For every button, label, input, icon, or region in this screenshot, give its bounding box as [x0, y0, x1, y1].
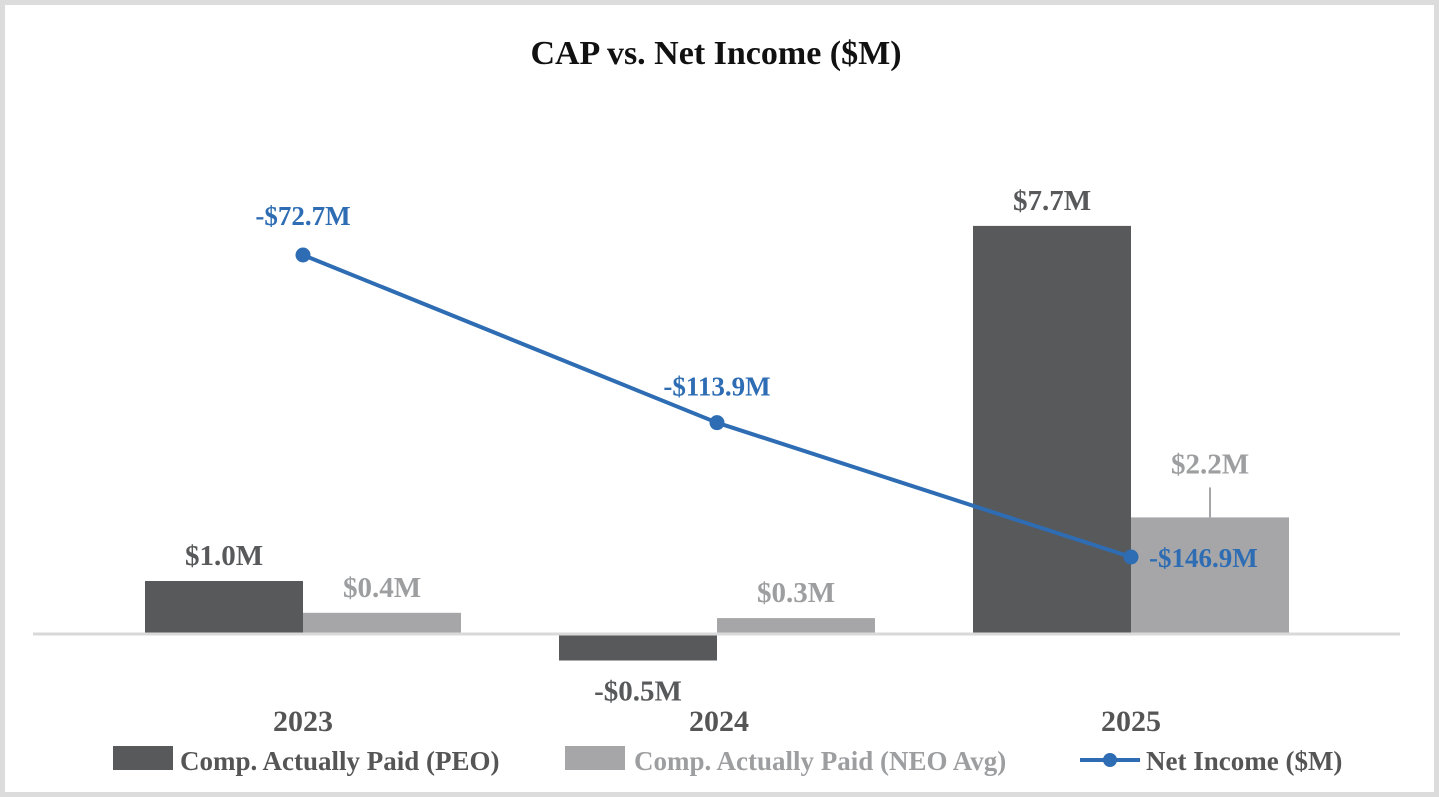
label-peo-2024: -$0.5M [594, 676, 682, 708]
legend: Comp. Actually Paid (PEO) Comp. Actually … [113, 746, 1342, 776]
legend-swatch-neo [565, 746, 625, 770]
legend-label-net-income: Net Income ($M) [1146, 746, 1342, 776]
bar-peo-2023 [145, 581, 303, 634]
bar-neo-2023 [303, 612, 461, 634]
chart-title: CAP vs. Net Income ($M) [530, 35, 901, 72]
bar-peo-2025 [973, 225, 1131, 634]
label-neo-2025: $2.2M [1171, 448, 1249, 480]
bar-neo-2025 [1131, 517, 1289, 634]
label-neo-2024: $0.3M [757, 577, 835, 609]
bar-neo-2024 [717, 618, 875, 634]
bars-layer [145, 225, 1289, 661]
legend-label-neo: Comp. Actually Paid (NEO Avg) [634, 746, 1006, 776]
net-income-point-2025 [1123, 549, 1139, 565]
label-net-income-2023: -$72.7M [255, 201, 350, 231]
label-net-income-2024: -$113.9M [663, 372, 770, 402]
label-peo-2025: $7.7M [1013, 185, 1091, 217]
net-income-line-layer [295, 247, 1139, 565]
net-income-point-2024 [709, 415, 725, 431]
legend-label-peo: Comp. Actually Paid (PEO) [180, 746, 500, 776]
legend-swatch-peo [113, 746, 173, 770]
x-tick-2023: 2023 [273, 705, 333, 738]
data-labels-layer: $1.0M $0.4M -$0.5M $0.3M $7.7M $2.2M -$72.7M -$… [185, 185, 1258, 708]
label-neo-2023: $0.4M [343, 572, 421, 604]
bar-peo-2024 [559, 634, 717, 661]
x-tick-2025: 2025 [1101, 705, 1161, 738]
x-tick-2024: 2024 [689, 705, 749, 738]
net-income-point-2023 [295, 247, 311, 263]
label-net-income-2025: -$146.9M [1149, 543, 1258, 573]
legend-swatch-marker [1103, 753, 1117, 767]
x-axis-ticks: 2023 2024 2025 [273, 705, 1161, 738]
label-peo-2023: $1.0M [185, 540, 263, 572]
